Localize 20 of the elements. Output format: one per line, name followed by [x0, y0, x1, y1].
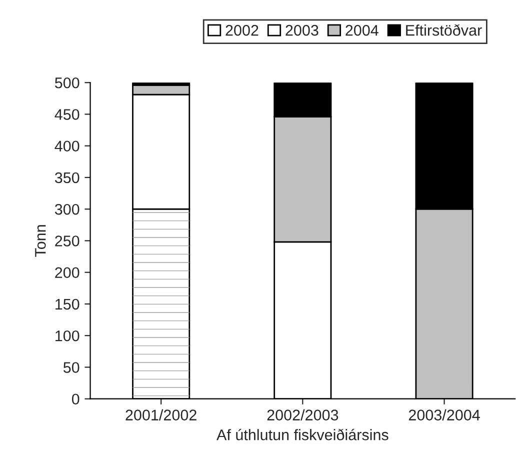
- legend-label: 2004: [346, 24, 378, 36]
- y-tick-label: 150: [56, 298, 80, 310]
- y-tick-label: 100: [56, 330, 80, 342]
- y-tick-label: 0: [72, 394, 80, 405]
- x-axis-title: Af úthlutun fiskveiðiársins: [216, 428, 388, 440]
- legend-label: 2002: [226, 24, 258, 36]
- x-tick-label: 2003/2004: [408, 409, 480, 420]
- x-tick-label: 2002/2003: [267, 409, 338, 420]
- y-axis-title: Tonn: [35, 225, 46, 257]
- legend-label: Eftirstöðvar: [406, 24, 482, 36]
- y-tick-label: 250: [55, 236, 80, 246]
- y-tick-label: 450: [54, 109, 80, 120]
- x-tick-label: 2001/2002: [126, 409, 196, 420]
- y-tick-label: 350: [54, 172, 80, 184]
- y-tick-label: 500: [54, 77, 80, 88]
- y-tick-label: 400: [54, 140, 80, 152]
- legend-label: 2003: [286, 24, 318, 36]
- y-tick-label: 300: [54, 204, 80, 215]
- y-tick-label: 50: [63, 362, 80, 373]
- y-tick-label: 200: [55, 267, 80, 278]
